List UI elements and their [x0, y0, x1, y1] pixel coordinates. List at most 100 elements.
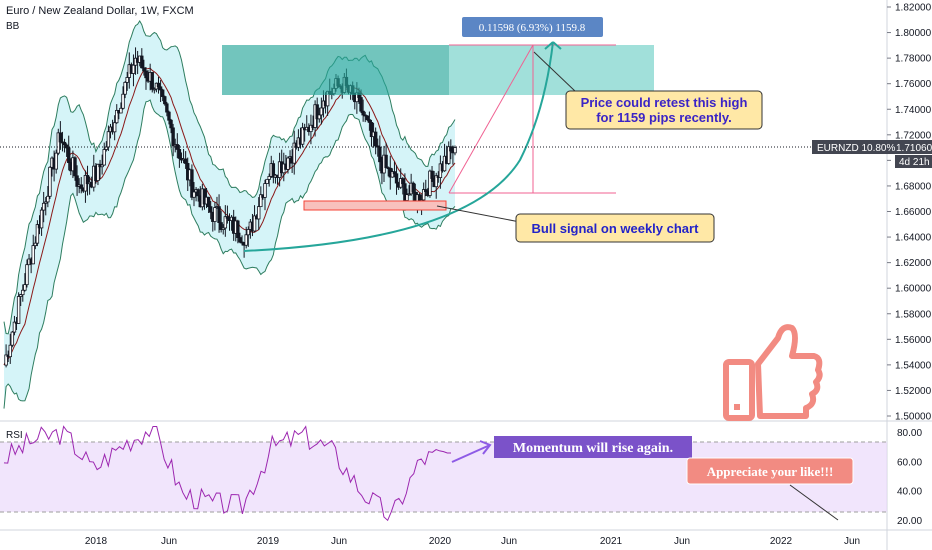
candle-body	[23, 284, 27, 291]
time-tick-label: Jun	[501, 536, 517, 547]
candle-body	[378, 146, 382, 163]
candle-body	[390, 171, 395, 178]
rsi-label[interactable]: RSI	[6, 430, 23, 441]
candle-body	[112, 122, 117, 133]
bb-lower	[3, 99, 456, 409]
rounding-curve[interactable]	[243, 41, 554, 252]
candle-body	[363, 114, 367, 117]
rsi-axis[interactable]: 80.00 60.00 40.00 20.00	[897, 428, 922, 527]
measure-label[interactable]	[462, 17, 603, 37]
candle-body	[106, 131, 111, 148]
candle-body	[223, 216, 228, 229]
retest-callout-line2: for 1159 pips recently.	[596, 110, 732, 125]
price-tick-label: 1.78000	[895, 54, 932, 65]
candle-body	[265, 178, 269, 184]
candle-body	[125, 77, 129, 83]
candle-body	[8, 344, 12, 358]
candle-body	[167, 111, 171, 121]
price-tick-label: 1.80000	[895, 28, 932, 39]
candle-body	[160, 89, 165, 97]
candle-body	[236, 220, 240, 238]
time-tick-label: 2021	[600, 536, 623, 547]
candle-body	[16, 296, 21, 324]
rsi-tick-label: 80.00	[897, 428, 922, 439]
candle-body	[10, 331, 15, 346]
candle-body	[35, 224, 40, 244]
candle-body	[292, 142, 296, 164]
price-tick-label: 1.76000	[895, 79, 932, 90]
candle-body	[121, 93, 125, 109]
rsi-tick-label: 40.00	[897, 487, 922, 498]
time-tick-label: 2018	[85, 536, 108, 547]
support-zone[interactable]	[303, 200, 447, 211]
candle-body	[56, 132, 60, 154]
candle-body	[183, 158, 188, 164]
momentum-arrowhead	[479, 440, 492, 455]
price-tick-label: 1.66000	[895, 207, 932, 218]
time-axis[interactable]: 2018 Jun 2019 Jun 2020 Jun 2021 Jun 2022 Jun	[85, 536, 860, 547]
candle-body	[46, 195, 50, 203]
price-axis[interactable]: 1.82000 1.80000 1.78000 1.76000 1.74000 1.720…	[887, 3, 932, 423]
candle-body	[453, 147, 457, 154]
bull-callout[interactable]	[515, 213, 715, 243]
candle-body	[376, 145, 380, 148]
candle-body	[48, 166, 52, 197]
price-tick-label: 1.54000	[895, 360, 932, 371]
candle-body	[64, 144, 69, 149]
candle-body	[102, 149, 106, 166]
rsi-line	[3, 425, 452, 522]
candle-body	[177, 149, 182, 159]
candle-body	[25, 264, 29, 286]
candle-body	[158, 86, 163, 91]
indicator-label[interactable]: BB	[6, 21, 20, 32]
candle-body	[369, 122, 374, 138]
candle-body	[202, 188, 207, 205]
chart-title: Euro / New Zealand Dollar, 1W, FXCM	[6, 5, 194, 17]
candle-body	[317, 114, 321, 120]
bull-callout-text: Bull signal on weekly chart	[532, 221, 700, 236]
candle-body	[259, 194, 263, 208]
retest-pointer	[533, 51, 577, 93]
candle-body	[54, 152, 58, 170]
candle-body	[62, 141, 67, 146]
rsi-tick-label: 20.00	[897, 516, 922, 527]
price-tag-value: 1.71060	[896, 143, 932, 154]
candle-body	[392, 171, 397, 175]
time-tick-label: 2019	[257, 536, 280, 547]
candle-body	[319, 107, 324, 116]
candle-body	[131, 64, 136, 74]
candle-body	[428, 170, 432, 196]
candle-body	[238, 237, 242, 243]
like-callout[interactable]	[686, 457, 854, 485]
candle-body	[156, 82, 161, 88]
candle-body	[244, 234, 248, 246]
candle-body	[434, 175, 438, 188]
time-tick-label: Jun	[844, 536, 860, 547]
price-tag-symbol: EURNZD 10.80%	[817, 143, 895, 154]
candle-body	[104, 146, 109, 150]
candle-body	[115, 109, 119, 124]
candle-body	[407, 193, 411, 196]
price-tag	[812, 140, 932, 154]
countdown-text: 4d 21h	[899, 157, 930, 168]
candle-body	[365, 115, 370, 121]
candle-body	[246, 229, 250, 236]
momentum-callout[interactable]	[494, 436, 692, 458]
candle-body	[384, 154, 388, 169]
retest-callout[interactable]	[565, 90, 763, 130]
candle-body	[150, 72, 154, 90]
price-tick-label: 1.58000	[895, 309, 932, 320]
candle-body	[271, 163, 276, 178]
candle-body	[79, 184, 83, 189]
time-tick-label: 2020	[429, 536, 452, 547]
price-tick-label: 1.56000	[895, 335, 932, 346]
candle-body	[359, 97, 363, 112]
candle-body	[309, 124, 313, 133]
price-tick-label: 1.60000	[895, 284, 932, 295]
candle-body	[430, 170, 434, 179]
price-tick-label: 1.50000	[895, 412, 932, 423]
momentum-arrow	[451, 444, 491, 463]
retest-callout-line1: Price could retest this high	[581, 95, 748, 110]
candle-body	[286, 157, 290, 170]
